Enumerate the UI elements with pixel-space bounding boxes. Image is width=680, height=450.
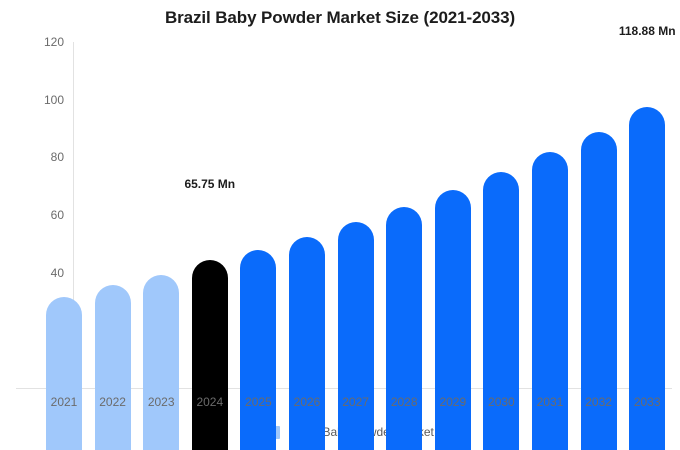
bar-value-label: 65.75 Mn <box>184 177 236 192</box>
y-axis-line <box>73 42 74 389</box>
bar-column[interactable] <box>46 62 82 450</box>
x-axis-tick-label: 2029 <box>439 395 467 409</box>
bar-column[interactable] <box>629 62 666 450</box>
bar-2025[interactable] <box>240 249 277 450</box>
bar-column[interactable] <box>94 62 131 450</box>
bar-column[interactable] <box>289 62 325 450</box>
y-axis-tick-label: 40 <box>50 265 64 280</box>
bar-2028[interactable] <box>386 206 423 450</box>
chart-title: Brazil Baby Powder Market Size (2021-203… <box>164 8 516 27</box>
bar-2029[interactable] <box>434 189 471 450</box>
bar-column[interactable] <box>240 62 277 450</box>
y-axis-tick-label: 100 <box>43 92 64 107</box>
x-axis-tick-label: 2022 <box>99 395 126 409</box>
bar-2023[interactable] <box>143 274 180 450</box>
x-axis-tick-label: 2025 <box>245 395 272 409</box>
bar-2033[interactable] <box>629 107 666 450</box>
x-axis-tick-label: 2032 <box>585 395 612 409</box>
y-axis-tick-label: 60 <box>50 208 64 222</box>
bar-column[interactable] <box>483 62 520 450</box>
y-axis-tick-label: 80 <box>50 150 64 165</box>
bar-column[interactable] <box>191 62 228 450</box>
bar-column[interactable] <box>386 62 423 450</box>
bar-2026[interactable] <box>289 236 325 450</box>
bar-2021[interactable] <box>46 297 82 450</box>
x-axis-tick-label: 2030 <box>488 395 515 409</box>
bar-column[interactable] <box>337 62 374 450</box>
bar-2032[interactable] <box>580 131 617 450</box>
bar-value-label: 118.88 Mn <box>618 24 676 39</box>
bar-2027[interactable] <box>337 222 374 450</box>
x-axis-tick-label: 2028 <box>390 395 418 409</box>
x-axis-tick-label: 2021 <box>50 395 78 409</box>
x-axis-tick-label: 2033 <box>633 395 661 409</box>
bar-column[interactable] <box>532 62 568 450</box>
bar-2022[interactable] <box>94 285 131 450</box>
bar-2031[interactable] <box>532 152 568 450</box>
bar-2030[interactable] <box>483 172 520 450</box>
x-axis-tick-label: 2026 <box>293 395 321 409</box>
bar-2024[interactable] <box>191 260 228 450</box>
bar-column[interactable] <box>434 62 471 450</box>
bar-column[interactable] <box>580 62 617 450</box>
x-axis-tick-label: 2027 <box>342 395 369 409</box>
x-axis-tick-label: 2023 <box>147 395 175 409</box>
y-axis-tick-label: 120 <box>43 35 64 49</box>
x-axis-tick-label: 2031 <box>536 395 564 409</box>
bar-column[interactable] <box>143 62 180 450</box>
x-axis-tick-label: 2024 <box>196 395 224 409</box>
